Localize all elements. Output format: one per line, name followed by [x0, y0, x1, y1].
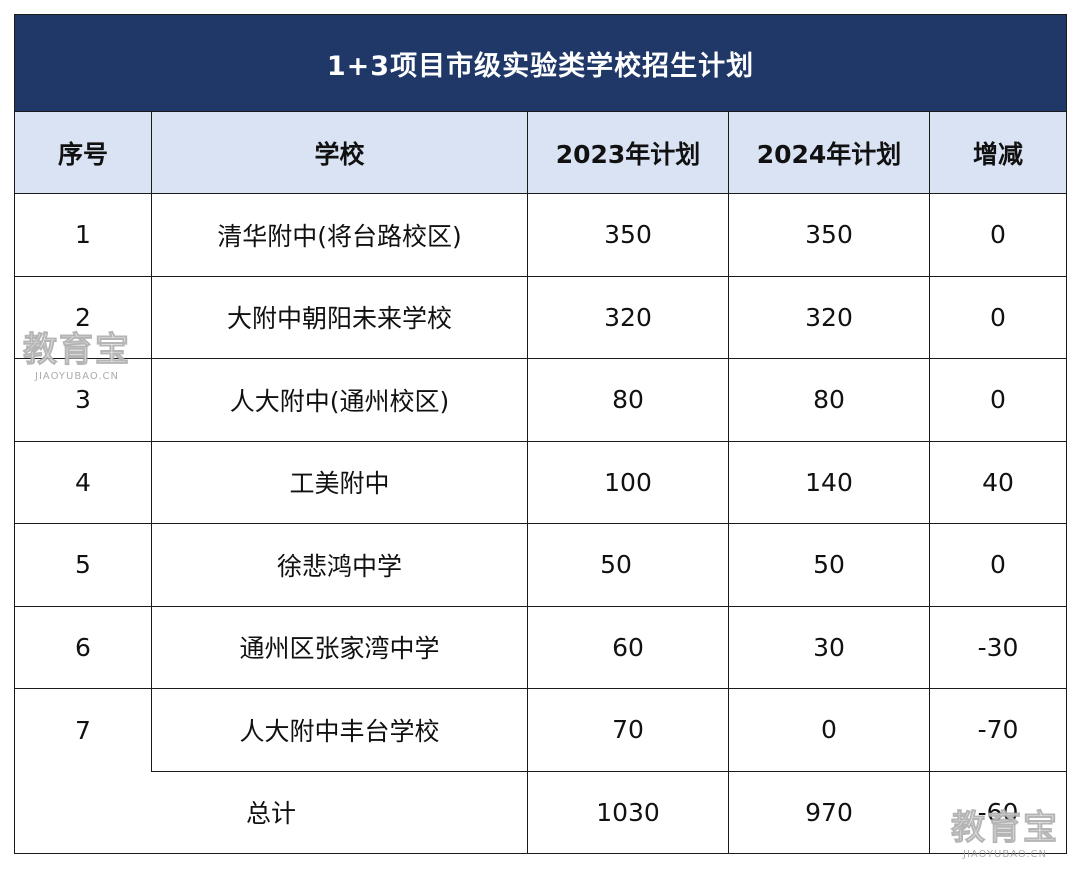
- header-plan-2024: 2024年计划: [728, 111, 930, 194]
- cell-no: 7: [14, 688, 152, 771]
- cell-plan-2024: 140: [728, 440, 930, 524]
- table-title: 1+3项目市级实验类学校招生计划: [14, 14, 1067, 112]
- cell-plan-2023: 80: [527, 358, 729, 442]
- cell-plan-2024: 30: [728, 605, 930, 689]
- cell-school: 人大附中丰台学校: [151, 688, 528, 772]
- cell-plan-2023: 50: [527, 523, 729, 607]
- cell-plan-2024: 50: [728, 523, 930, 607]
- cell-no: 3: [14, 358, 152, 442]
- cell-school: 工美附中: [151, 440, 528, 524]
- cell-plan-2024: 80: [728, 358, 930, 442]
- total-label: 总计: [14, 771, 528, 854]
- table-row: 1 清华附中(将台路校区) 350 350 0: [14, 193, 1067, 277]
- cell-change: 0: [929, 275, 1067, 359]
- table-row: 2 大附中朝阳未来学校 320 320 0: [14, 275, 1067, 359]
- cell-change: 40: [929, 440, 1067, 524]
- cell-change: -30: [929, 605, 1067, 689]
- table-row: 5 徐悲鸿中学 50 50 0: [14, 523, 1067, 607]
- cell-school: 清华附中(将台路校区): [151, 193, 528, 277]
- cell-plan-2023: 100: [527, 440, 729, 524]
- cell-plan-2024: 320: [728, 275, 930, 359]
- cell-change: 0: [929, 193, 1067, 277]
- total-plan-2023: 1030: [527, 770, 729, 854]
- table-row: 7 人大附中丰台学校 70 0 -70: [14, 688, 1067, 772]
- cell-plan-2023: 70: [527, 688, 729, 772]
- total-change: -60: [929, 770, 1067, 854]
- enrollment-plan-table: 1+3项目市级实验类学校招生计划 序号 学校 2023年计划 2024年计划 增…: [14, 14, 1067, 854]
- cell-school: 徐悲鸿中学: [151, 523, 528, 607]
- cell-no: 4: [14, 440, 152, 524]
- cell-school: 大附中朝阳未来学校: [151, 275, 528, 359]
- header-change: 增减: [929, 111, 1067, 194]
- cell-no: 1: [14, 193, 152, 277]
- cell-no: 5: [14, 523, 152, 607]
- cell-plan-2023: 60: [527, 605, 729, 689]
- cell-plan-2023: 350: [527, 193, 729, 277]
- table-row: 4 工美附中 100 140 40: [14, 440, 1067, 524]
- cell-change: 0: [929, 523, 1067, 607]
- cell-plan-2024: 0: [728, 688, 930, 772]
- total-row: 总计 1030 970 -60: [14, 770, 1067, 854]
- cell-change: 0: [929, 358, 1067, 442]
- title-row: 1+3项目市级实验类学校招生计划: [14, 14, 1067, 112]
- cell-plan-2023: 320: [527, 275, 729, 359]
- plan-table-container: 1+3项目市级实验类学校招生计划 序号 学校 2023年计划 2024年计划 增…: [14, 14, 1067, 854]
- cell-plan-2024: 350: [728, 193, 930, 277]
- cell-no: 2: [14, 275, 152, 359]
- header-no: 序号: [14, 111, 152, 194]
- total-plan-2024: 970: [728, 770, 930, 854]
- header-plan-2023: 2023年计划: [527, 111, 729, 194]
- table-row: 3 人大附中(通州校区) 80 80 0: [14, 358, 1067, 442]
- cell-school: 人大附中(通州校区): [151, 358, 528, 442]
- header-school: 学校: [151, 111, 528, 194]
- cell-change: -70: [929, 688, 1067, 772]
- table-row: 6 通州区张家湾中学 60 30 -30: [14, 605, 1067, 689]
- cell-no: 6: [14, 605, 152, 689]
- cell-school: 通州区张家湾中学: [151, 605, 528, 689]
- header-row: 序号 学校 2023年计划 2024年计划 增减: [14, 111, 1067, 194]
